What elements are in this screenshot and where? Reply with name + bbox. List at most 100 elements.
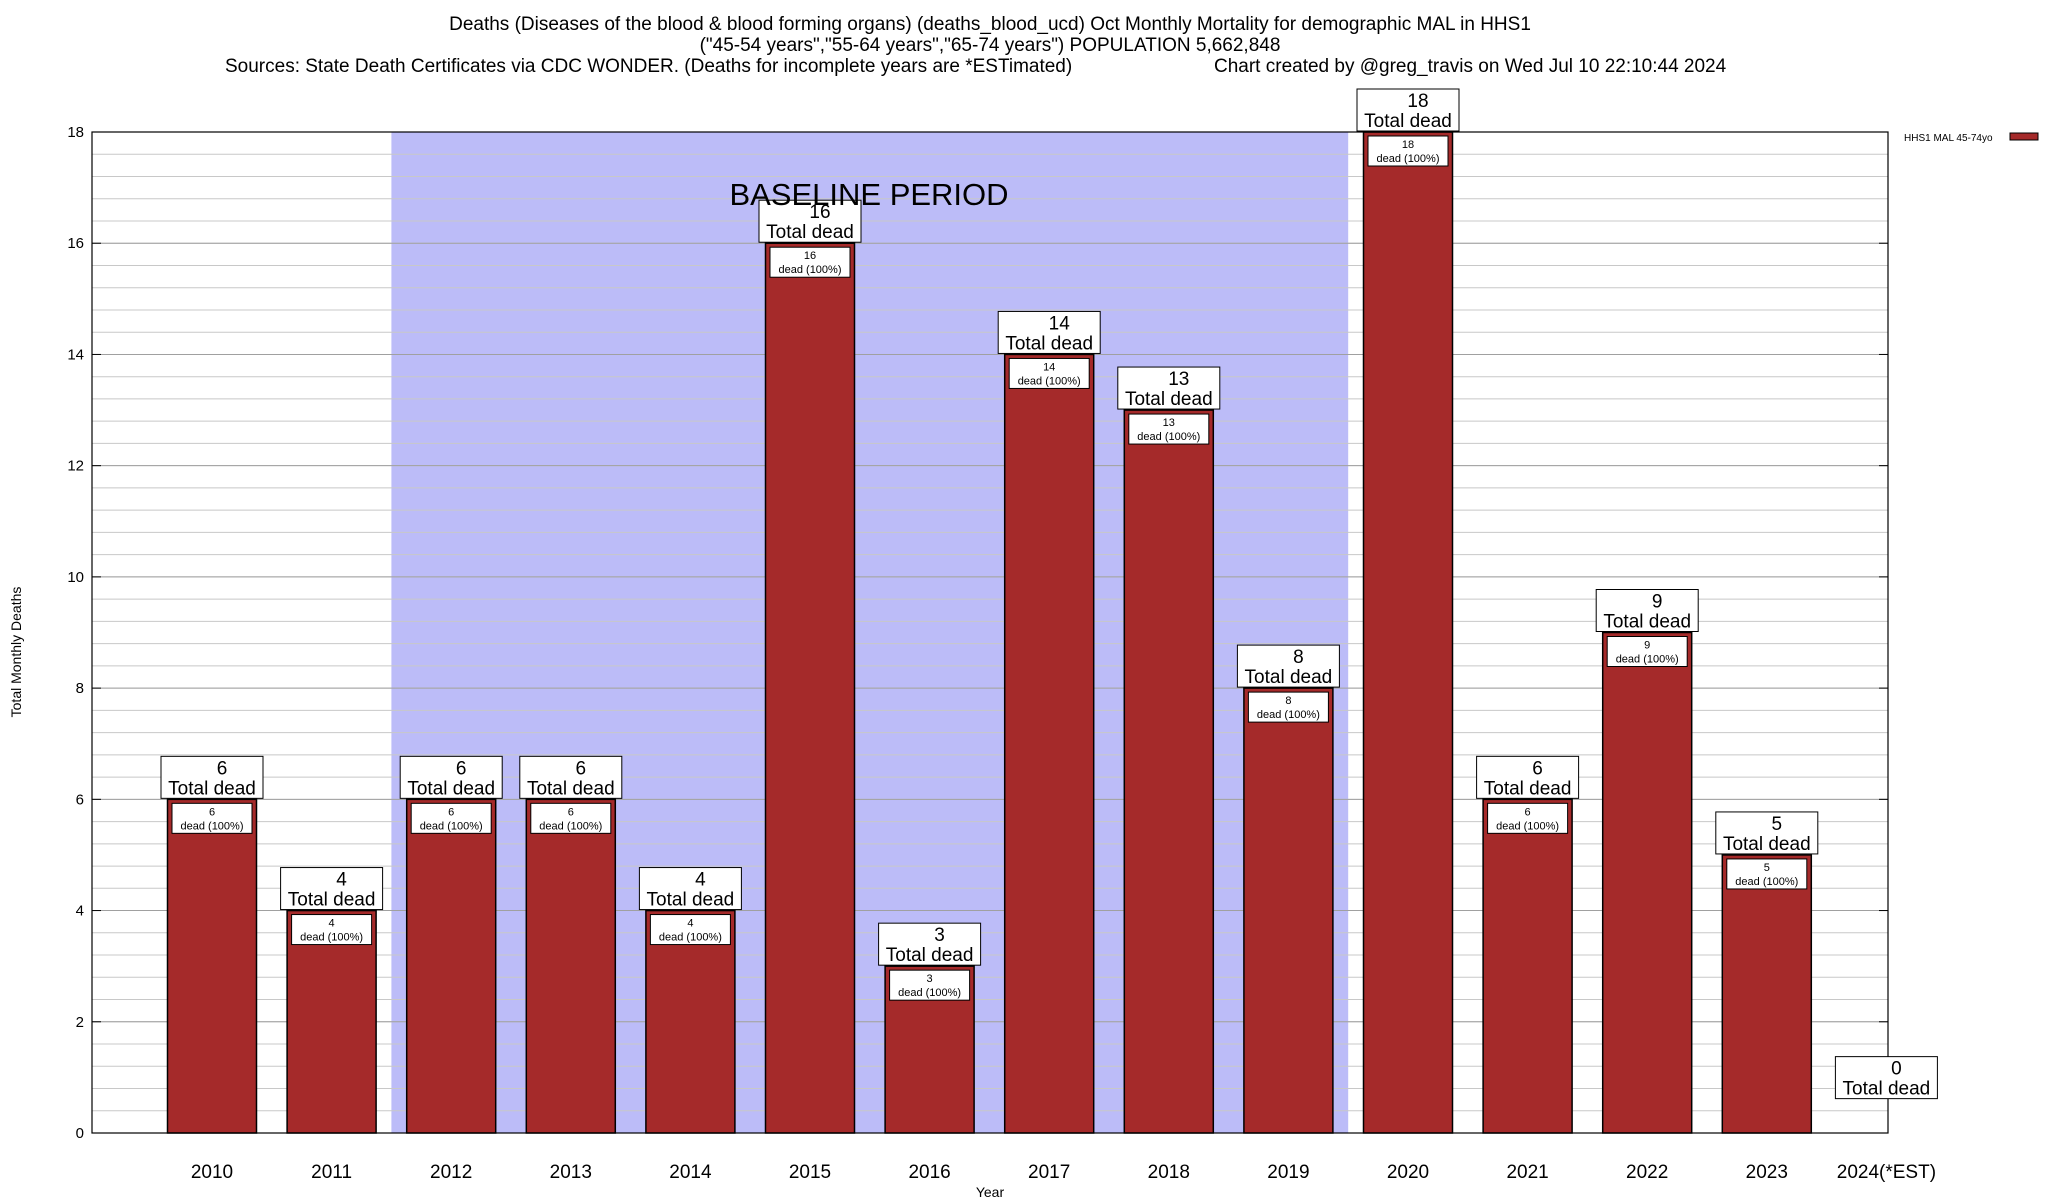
bar-inner-label-box — [410, 802, 492, 834]
bar-inner-label-box — [1487, 802, 1569, 834]
bar-total-value: 6 — [576, 758, 587, 779]
bar-total-value: 6 — [1532, 758, 1543, 779]
x-tick-label: 2024(*EST) — [1837, 1162, 1936, 1183]
bar-inner-value: 6 — [209, 806, 215, 818]
y-tick-label: 18 — [67, 124, 84, 141]
bar-total-box — [160, 755, 264, 799]
bar-total-value: 4 — [695, 870, 706, 891]
bar-inner-suffix: dead (100%) — [779, 264, 842, 276]
bar-inner-value: 13 — [1163, 417, 1175, 429]
bar-total-value: 16 — [809, 202, 830, 223]
bar-total-suffix: Total dead — [527, 778, 615, 799]
bar-total-value: 13 — [1168, 369, 1189, 390]
chart-title-line1: Deaths (Diseases of the blood & blood fo… — [449, 14, 1531, 35]
bar-2014 — [645, 909, 736, 1134]
bar-total-box — [1117, 366, 1221, 410]
x-tick-label: 2010 — [191, 1162, 233, 1183]
bar-inner-value: 4 — [687, 918, 693, 930]
bar-total-suffix: Total dead — [766, 222, 854, 243]
bar-total-suffix: Total dead — [288, 890, 376, 911]
bar-total-suffix: Total dead — [647, 890, 735, 911]
bar-inner-value: 9 — [1644, 640, 1650, 652]
bar-total-suffix: Total dead — [168, 778, 256, 799]
bar-inner-suffix: dead (100%) — [539, 820, 602, 832]
bar-2015 — [764, 242, 856, 1134]
bar-2013 — [525, 798, 617, 1134]
chart-title-line3: Sources: State Death Certificates via CD… — [225, 56, 1072, 77]
y-tick-label: 6 — [76, 791, 84, 808]
bar-inner-suffix: dead (100%) — [1377, 153, 1440, 165]
x-tick-label: 2014 — [669, 1162, 712, 1183]
bar-total-value: 6 — [217, 758, 228, 779]
x-tick-label: 2017 — [1028, 1162, 1070, 1183]
x-tick-label: 2016 — [908, 1162, 950, 1183]
bar-inner-suffix: dead (100%) — [300, 932, 363, 944]
plot-frame — [91, 131, 1889, 1134]
bar-total-box — [758, 199, 862, 243]
bar-inner-label-box — [171, 802, 253, 834]
bar-inner-label-box — [769, 246, 851, 278]
bar-2017 — [1003, 353, 1095, 1134]
y-tick-label: 0 — [76, 1125, 84, 1142]
y-axis-label: Total Monthly Deaths — [8, 587, 24, 718]
bar-2022 — [1601, 631, 1693, 1134]
bar-total-box — [399, 755, 503, 799]
y-tick-label: 4 — [76, 903, 84, 920]
bar-total-box — [1476, 755, 1580, 799]
y-tick-label: 16 — [67, 235, 84, 252]
legend-label: HHS1 MAL 45-74yo — [1904, 133, 1993, 144]
bar-inner-value: 6 — [448, 806, 454, 818]
bar-2021 — [1482, 798, 1573, 1134]
bar-total-value: 0 — [1891, 1059, 1902, 1080]
bar-total-box — [1356, 88, 1460, 132]
bar-total-box — [1715, 811, 1819, 855]
bar-total-box — [1236, 644, 1340, 688]
bar-total-suffix: Total dead — [1245, 667, 1333, 688]
baseline-period-label: BASELINE PERIOD — [729, 177, 1008, 212]
bar-total-value: 14 — [1049, 313, 1071, 334]
bar-inner-label-box — [530, 802, 612, 834]
bar-total-value: 18 — [1407, 91, 1428, 112]
bar-inner-suffix: dead (100%) — [1616, 654, 1679, 666]
chart-credit: Chart created by @greg_travis on Wed Jul… — [1214, 56, 1727, 77]
y-tick-label: 12 — [67, 458, 84, 475]
bar-inner-label-box — [1606, 636, 1688, 667]
bar-total-suffix: Total dead — [886, 945, 974, 966]
x-tick-label: 2021 — [1506, 1162, 1548, 1183]
bar-inner-suffix: dead (100%) — [1257, 709, 1320, 721]
bar-total-value: 5 — [1772, 814, 1783, 835]
bar-inner-suffix: dead (100%) — [420, 820, 483, 832]
bar-total-box — [878, 922, 982, 966]
bar-inner-label-box — [1726, 858, 1808, 890]
legend: HHS1 MAL 45-74yo — [1904, 132, 2039, 144]
bar-total-box — [997, 310, 1101, 354]
bar-2019 — [1243, 687, 1334, 1134]
bar-inner-value: 18 — [1402, 139, 1414, 151]
bar-inner-value: 6 — [568, 806, 574, 818]
bar-total-value: 6 — [456, 758, 467, 779]
bar-inner-suffix: dead (100%) — [1496, 820, 1559, 832]
bar-inner-label-box — [1247, 691, 1329, 723]
bar-inner-suffix: dead (100%) — [1137, 431, 1200, 443]
bar-inner-value: 16 — [804, 250, 816, 262]
x-tick-label: 2013 — [550, 1162, 592, 1183]
bar-2018 — [1123, 409, 1215, 1134]
bar-total-box — [280, 867, 384, 911]
bar-total-value: 9 — [1652, 592, 1663, 613]
bar-inner-label-box — [1367, 135, 1449, 167]
bar-inner-value: 4 — [329, 918, 335, 930]
bar-inner-value: 14 — [1043, 361, 1055, 373]
bar-inner-label-box — [291, 914, 373, 946]
y-tick-label: 10 — [67, 569, 84, 586]
x-tick-label: 2020 — [1387, 1162, 1429, 1183]
bar-total-value: 8 — [1293, 647, 1304, 668]
bar-2020 — [1362, 131, 1454, 1134]
bar-total-suffix: Total dead — [1364, 111, 1452, 132]
bar-inner-suffix: dead (100%) — [1735, 876, 1798, 888]
bar-total-value: 4 — [336, 870, 347, 891]
bar-inner-label-box — [889, 969, 971, 1001]
bar-total-box — [1834, 1056, 1938, 1100]
bar-total-suffix: Total dead — [1484, 778, 1572, 799]
